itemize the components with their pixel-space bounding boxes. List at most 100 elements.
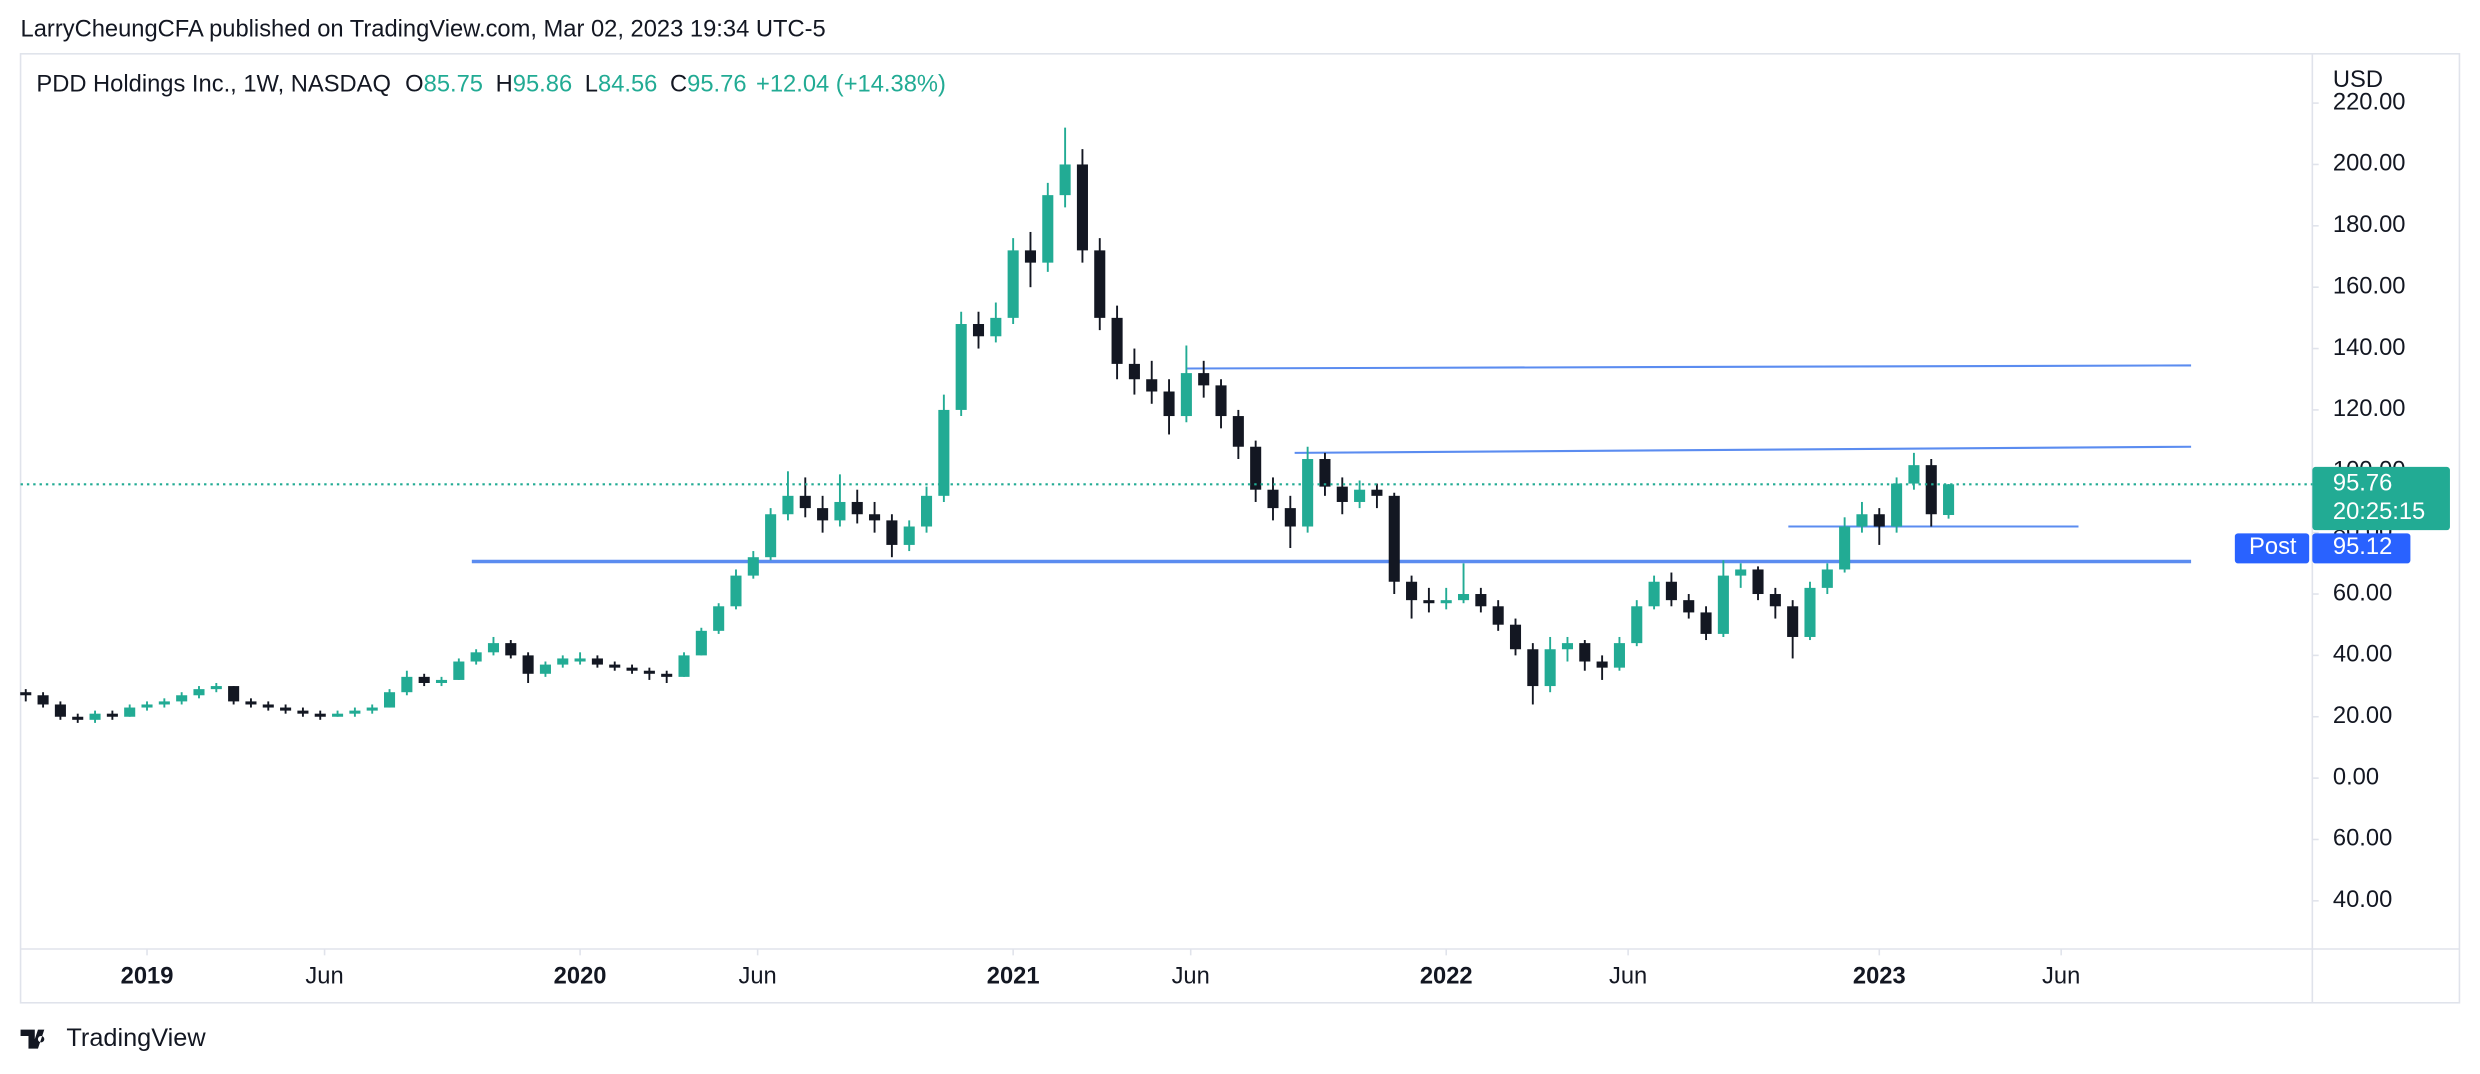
- price-box: [2312, 466, 2450, 531]
- candle-body: [245, 701, 257, 705]
- candle-body: [1406, 581, 1418, 601]
- candle-body: [990, 317, 1002, 337]
- candle-body: [522, 655, 534, 674]
- candle-body: [401, 676, 413, 693]
- candle-body: [1579, 643, 1591, 662]
- candle-body: [765, 514, 777, 558]
- y-tick-label: 160.00: [2333, 273, 2406, 299]
- candle-body: [487, 643, 500, 653]
- currency: USD: [2333, 67, 2383, 93]
- candle-body: [1388, 495, 1400, 582]
- y-tick-label: 40.00: [2333, 887, 2392, 913]
- post-price: 95.12: [2333, 534, 2392, 560]
- candle-body: [1267, 489, 1279, 509]
- x-tick-label: Jun: [2042, 964, 2080, 990]
- candle-body: [1613, 643, 1625, 668]
- candle-body: [1319, 459, 1331, 487]
- candle-body: [1839, 526, 1851, 570]
- candle-body: [1094, 250, 1106, 318]
- candle-body: [106, 713, 118, 717]
- candle-body: [1128, 363, 1140, 380]
- publish-info: LarryCheungCFA published on TradingView.…: [21, 16, 826, 42]
- candle-body: [1371, 489, 1383, 496]
- candle-body: [1891, 483, 1903, 527]
- y-tick-label: 180.00: [2333, 212, 2406, 238]
- candle-body: [1804, 587, 1816, 637]
- candle-body: [176, 695, 188, 702]
- y-tick-label: 60.00: [2333, 580, 2392, 606]
- candle-body: [574, 658, 586, 662]
- x-tick-label: Jun: [739, 964, 777, 990]
- candle-body: [539, 664, 551, 674]
- candle-body: [453, 661, 465, 680]
- candle-body: [678, 655, 690, 677]
- candle-body: [886, 520, 898, 545]
- countdown: 20:25:15: [2333, 499, 2425, 525]
- ohlc-label: C: [670, 72, 687, 98]
- candle-body: [470, 652, 482, 662]
- candle-body: [383, 692, 396, 708]
- candle-body: [349, 710, 361, 714]
- candle-body: [557, 658, 569, 665]
- candle-body: [1561, 643, 1574, 650]
- candle-body: [1215, 385, 1227, 417]
- candle-body: [920, 495, 933, 527]
- candle-body: [1059, 164, 1071, 196]
- candle-body: [817, 508, 829, 521]
- x-tick-label: 2022: [1420, 964, 1473, 990]
- candle-body: [1735, 569, 1747, 576]
- legend-background: [25, 64, 1006, 107]
- candle-body: [782, 495, 794, 515]
- candle-body: [1163, 391, 1175, 417]
- y-tick-label: 20.00: [2333, 703, 2392, 729]
- candle-body: [1042, 195, 1054, 263]
- candle-body: [124, 707, 136, 717]
- candle-body: [20, 692, 32, 696]
- y-tick-label: 40.00: [2333, 642, 2392, 668]
- candle-body: [262, 704, 274, 708]
- candle-body: [1111, 317, 1123, 364]
- candle-body: [1232, 416, 1244, 447]
- plot: [20, 127, 2313, 723]
- candle-body: [72, 716, 84, 720]
- candle-body: [1423, 600, 1435, 604]
- candle-body: [1596, 661, 1608, 668]
- ohlc-value: 95.86: [513, 72, 572, 98]
- candle-body: [314, 713, 326, 717]
- candle-body: [972, 324, 985, 337]
- x-tick-label: 2023: [1853, 964, 1906, 990]
- candle-body: [1787, 606, 1799, 637]
- candle-body: [1544, 649, 1556, 687]
- candle-body: [609, 664, 621, 668]
- candle-body: [89, 713, 101, 720]
- candle-body: [730, 575, 742, 607]
- candle-body: [1354, 489, 1366, 502]
- y-tick-label: 0.00: [2333, 764, 2379, 790]
- post-price-box: [2312, 533, 2411, 564]
- candle-body: [1943, 484, 1955, 516]
- candle-body: [1856, 514, 1868, 527]
- candle-body: [418, 676, 430, 683]
- candle-body: [1024, 250, 1037, 263]
- candle-body: [1717, 575, 1729, 634]
- candle-body: [1007, 250, 1019, 318]
- candle-body: [1648, 581, 1660, 607]
- candle-body: [851, 501, 863, 515]
- y-tick-label: 200.00: [2333, 151, 2406, 177]
- candle-body: [869, 514, 881, 521]
- candle-body: [1198, 373, 1210, 386]
- candle-body: [1527, 649, 1539, 687]
- candle-body: [799, 495, 811, 509]
- candle-body: [37, 695, 49, 705]
- candle-body: [1284, 508, 1296, 527]
- candle-body: [193, 689, 205, 696]
- candle-body: [903, 526, 915, 545]
- candle-body: [1873, 514, 1885, 527]
- symbol: PDD Holdings Inc., 1W, NASDAQ: [36, 72, 391, 98]
- candle-body: [1440, 600, 1452, 604]
- candle-body: [834, 501, 846, 521]
- axes: 220.00200.00180.00160.00140.00120.00100.…: [121, 89, 2406, 989]
- candle-body: [938, 409, 950, 496]
- candle-body: [210, 686, 222, 690]
